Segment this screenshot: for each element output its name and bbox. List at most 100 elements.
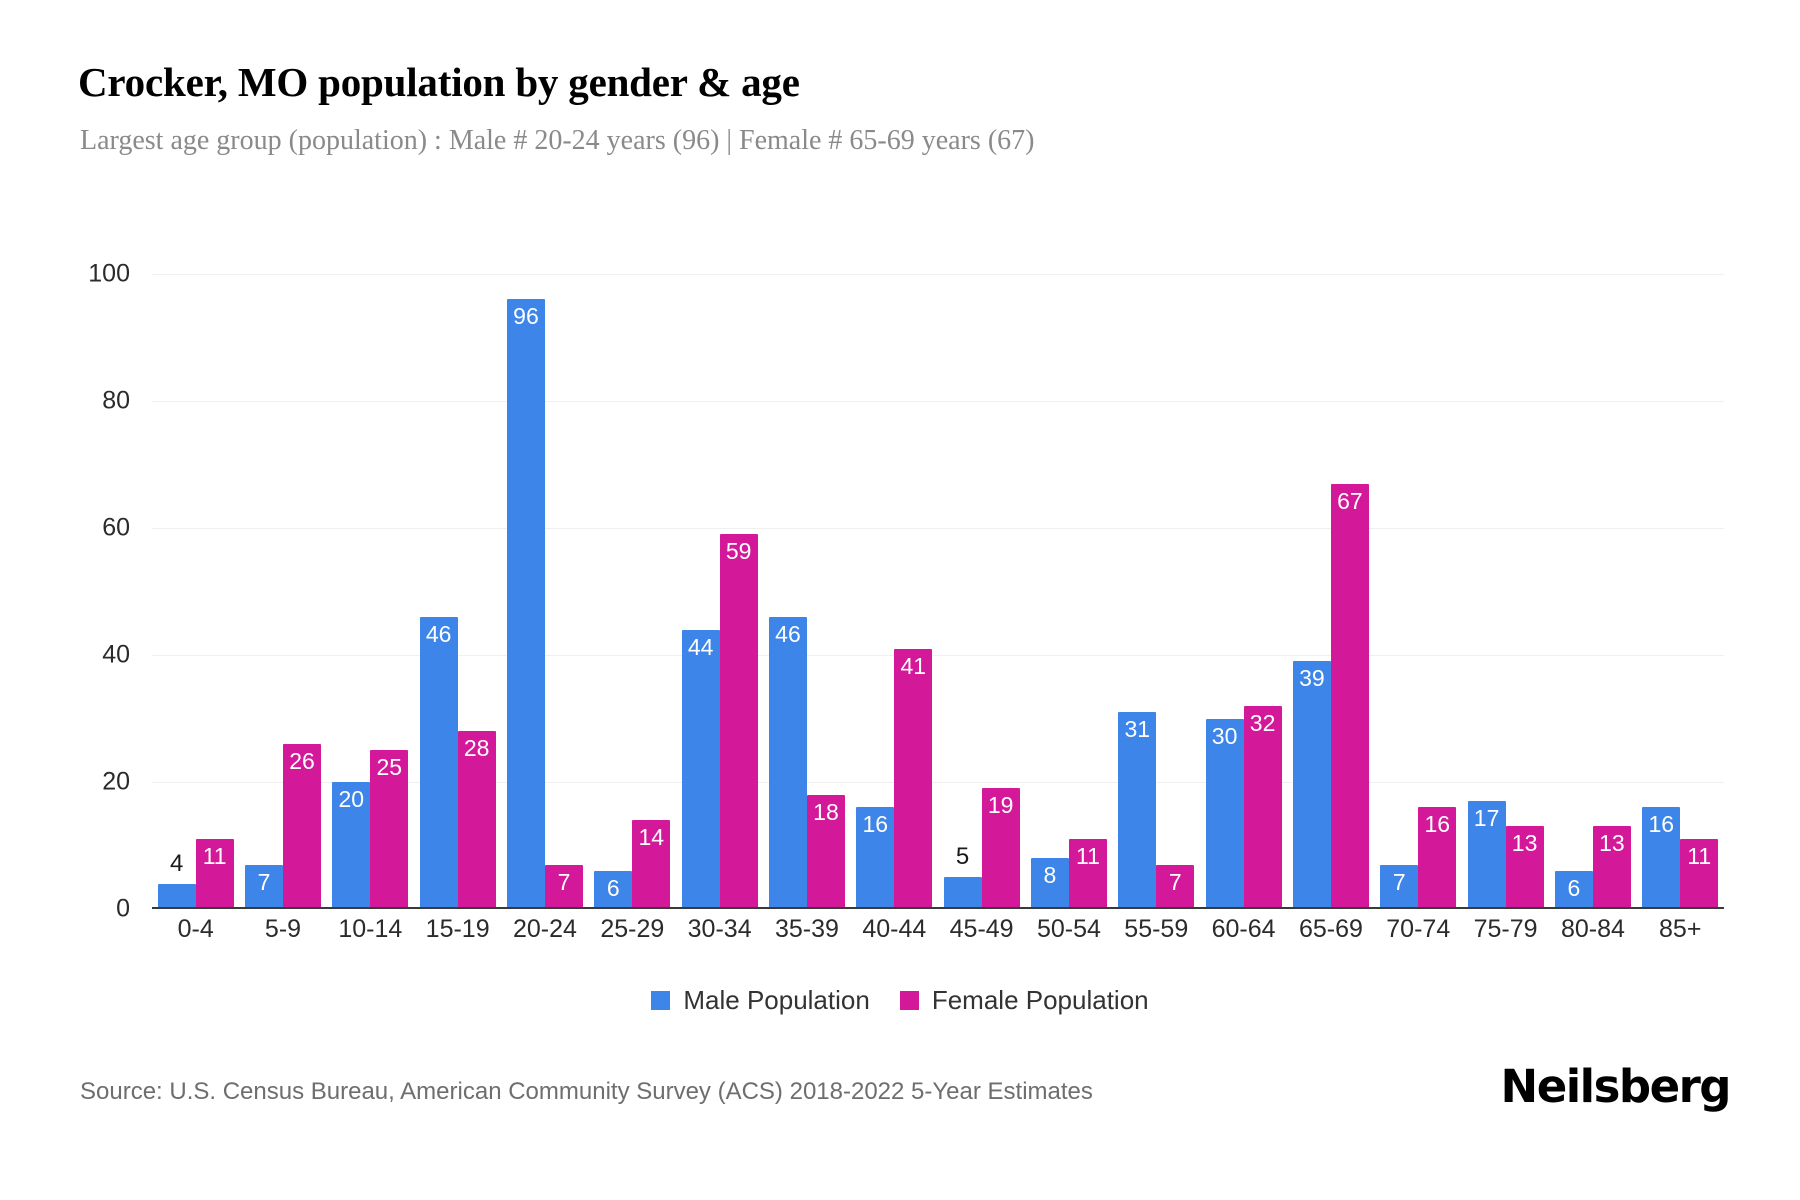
bar-value-label: 39	[1299, 665, 1325, 692]
y-axis-tick-label: 60	[102, 513, 130, 542]
bar-female[interactable]: 7	[544, 864, 583, 909]
bar-male[interactable]: 8	[1030, 858, 1069, 909]
bar-male[interactable]: 17	[1467, 801, 1506, 909]
x-axis-tick-label: 75-79	[1473, 915, 1538, 943]
bar-value-label: 8	[1043, 862, 1057, 889]
bar-female[interactable]: 26	[282, 743, 321, 909]
bar-male[interactable]: 6	[1554, 870, 1593, 909]
bar-value-label: 32	[1249, 709, 1276, 736]
x-axis-tick-label: 40-44	[862, 915, 927, 943]
bar-value-label: 7	[257, 868, 271, 895]
bar-female[interactable]: 32	[1243, 705, 1282, 909]
bar-group: 30 32	[1200, 274, 1287, 909]
x-axis-tick-label: 70-74	[1386, 915, 1451, 943]
x-axis-labels: 0-4 5-9 10-14 15-19 20-24 25-29 30-34 35-39 40-4…	[152, 915, 1724, 955]
x-axis-line	[152, 907, 1724, 909]
bar-female[interactable]: 67	[1330, 483, 1369, 909]
gridline	[152, 401, 1724, 402]
x-axis-tick-label: 30-34	[687, 915, 752, 943]
bar-female[interactable]: 11	[1680, 839, 1719, 909]
x-axis-tick-label: 35-39	[774, 915, 839, 943]
bar-male[interactable]: 7	[244, 864, 283, 909]
bar-value-label: 11	[1687, 843, 1712, 870]
bar-group: 5 19	[938, 274, 1025, 909]
x-axis-tick-label: 55-59	[1124, 915, 1189, 943]
bar-value-label: 7	[1392, 868, 1406, 895]
bar-male[interactable]: 4	[157, 851, 196, 909]
bar-male[interactable]: 5	[943, 845, 982, 909]
bar-male[interactable]: 44	[681, 629, 720, 909]
bar-female[interactable]: 41	[894, 648, 933, 909]
bar-value-label: 19	[987, 792, 1014, 819]
bar-female[interactable]: 59	[719, 534, 758, 909]
bar-value-label: 25	[376, 754, 403, 781]
bar-female[interactable]: 19	[981, 788, 1020, 909]
bar-value-label: 31	[1124, 716, 1151, 743]
chart-legend: Male Population Female Population	[0, 985, 1800, 1016]
brand-logo: Neilsberg	[1500, 1060, 1732, 1113]
bar-male[interactable]: 46	[419, 616, 458, 909]
plot-area: 4 11 7 26 20 25 46 28 96 7 6 14 44 59 46 18 16 41 5 19 8 11 31…	[152, 274, 1724, 909]
bar-value-label: 96	[513, 303, 539, 330]
legend-label-female: Female Population	[931, 985, 1149, 1015]
bar-male[interactable]: 16	[1642, 807, 1681, 909]
bar-male[interactable]: 30	[1205, 718, 1244, 909]
bar-value-label: 16	[1424, 811, 1451, 838]
y-axis-tick-label: 20	[102, 767, 130, 796]
bar-female[interactable]: 14	[632, 820, 671, 909]
y-axis-labels: 0 20 40 60 80 100	[0, 260, 152, 923]
page-title: Crocker, MO population by gender & age	[78, 59, 800, 105]
bar-male[interactable]: 6	[594, 870, 633, 909]
bar-male[interactable]: 31	[1118, 712, 1157, 909]
bar-value-label: 46	[775, 620, 801, 647]
bar-female[interactable]: 13	[1505, 826, 1544, 909]
bar-group: 17 13	[1462, 274, 1549, 909]
bar-value-label: 28	[463, 735, 490, 762]
bar-group: 8 11	[1025, 274, 1112, 909]
x-axis-tick-label: 5-9	[264, 915, 302, 943]
legend-item-female[interactable]: Female Population	[899, 985, 1149, 1016]
y-axis-tick-label: 80	[102, 386, 130, 415]
bar-value-label: 14	[638, 824, 665, 851]
gridline	[152, 655, 1724, 656]
gridline	[152, 782, 1724, 783]
bar-female[interactable]: 25	[370, 750, 409, 909]
bar-male[interactable]: 96	[506, 299, 545, 909]
legend-item-male[interactable]: Male Population	[651, 985, 870, 1016]
bar-value-label: 11	[1075, 843, 1100, 870]
bar-female[interactable]: 13	[1592, 826, 1631, 909]
bar-male[interactable]: 20	[332, 782, 371, 909]
legend-label-male: Male Population	[683, 985, 870, 1015]
bar-female[interactable]: 28	[457, 731, 496, 909]
bar-value-label: 30	[1211, 722, 1238, 749]
x-axis-tick-label: 0-4	[177, 915, 214, 943]
bar-female[interactable]: 16	[1418, 807, 1457, 909]
bar-male[interactable]: 7	[1380, 864, 1419, 909]
x-axis-tick-label: 60-64	[1211, 915, 1276, 943]
bar-male[interactable]: 39	[1292, 661, 1331, 909]
bar-female[interactable]: 11	[1068, 839, 1107, 909]
x-axis-tick-label: 50-54	[1036, 915, 1101, 943]
y-axis-tick-label: 100	[88, 259, 130, 288]
bar-group: 6 14	[589, 274, 676, 909]
y-axis-tick-label: 40	[102, 640, 130, 669]
bar-female[interactable]: 7	[1156, 864, 1195, 909]
bar-groups: 4 11 7 26 20 25 46 28 96 7 6 14 44 59 46 18 16 41 5 19 8 11 31…	[152, 274, 1724, 909]
bar-value-label: 16	[1648, 811, 1675, 838]
bar-male[interactable]: 16	[856, 807, 895, 909]
bar-value-label: 26	[289, 747, 315, 774]
bar-group: 46 28	[414, 274, 501, 909]
bar-group: 16 41	[851, 274, 938, 909]
bar-group: 16 11	[1637, 274, 1724, 909]
bar-female[interactable]: 18	[806, 794, 845, 909]
x-axis-tick-label: 45-49	[949, 915, 1014, 943]
source-note: Source: U.S. Census Bureau, American Com…	[80, 1078, 1093, 1105]
legend-swatch-female-icon	[899, 991, 919, 1010]
bar-male[interactable]: 46	[768, 616, 807, 909]
x-axis-tick-label: 10-14	[338, 915, 403, 943]
y-axis-tick-label: 0	[116, 894, 130, 923]
bar-female[interactable]: 11	[195, 839, 234, 909]
bar-group: 44 59	[676, 274, 763, 909]
bar-group: 7 26	[239, 274, 326, 909]
